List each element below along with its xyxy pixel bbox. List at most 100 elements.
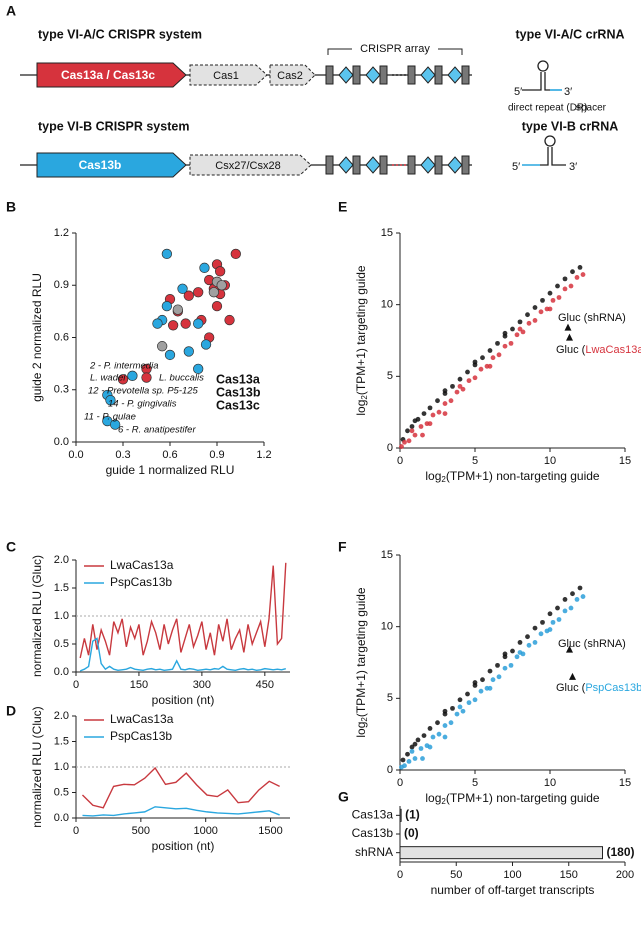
crrna-title: type VI-A/C crRNA — [515, 27, 624, 41]
legend-label: LwaCas13a — [110, 712, 174, 726]
triangle-point — [566, 645, 573, 653]
label-sub: 2 — [441, 475, 446, 484]
y-tick-label: 1.2 — [54, 227, 69, 239]
y-tick-label: 0.9 — [54, 279, 69, 291]
annotation: 14 - P. gingivalis — [108, 399, 177, 410]
y-tick-label: 2.0 — [54, 710, 69, 722]
panel-a: A type VI-A/C CRISPR system Cas13a / Cas… — [6, 3, 625, 178]
point — [230, 248, 241, 260]
point — [540, 297, 545, 303]
point — [490, 677, 496, 683]
y-tick-label: 15 — [381, 227, 393, 239]
x-tick-label: 150 — [560, 869, 578, 881]
point — [420, 432, 425, 438]
crrna-loop — [537, 60, 549, 72]
spacer — [365, 66, 381, 84]
point — [448, 398, 454, 404]
point — [466, 700, 472, 706]
panel-label: D — [6, 703, 16, 719]
point — [487, 363, 493, 369]
point — [406, 438, 412, 444]
point — [427, 744, 433, 750]
legend-label: PspCas13b — [110, 575, 172, 589]
value-label: (1) — [405, 808, 420, 822]
y-tick-label: 1.5 — [54, 582, 69, 594]
point — [117, 374, 129, 385]
array-bracket — [327, 48, 463, 55]
point — [472, 375, 478, 381]
point — [127, 370, 138, 381]
point — [517, 326, 523, 332]
legend-label: PspCas13b — [110, 729, 172, 743]
point — [502, 651, 508, 657]
point — [495, 662, 500, 668]
point — [164, 349, 176, 361]
system-title: type VI-B CRISPR system — [38, 119, 189, 133]
repeat — [434, 155, 443, 175]
point — [517, 640, 523, 645]
x-tick-label: 200 — [616, 869, 634, 881]
end-label: 3′ — [569, 161, 577, 173]
point — [193, 318, 204, 329]
point — [442, 388, 448, 394]
point — [547, 627, 553, 632]
x-tick-label: 1000 — [193, 825, 217, 837]
point — [570, 591, 575, 597]
point — [540, 619, 545, 625]
point — [409, 424, 415, 429]
y-axis-label: log2(TPM+1) targeting guide — [354, 587, 369, 738]
panel-label: A — [6, 3, 16, 19]
point — [412, 756, 418, 761]
point — [412, 418, 418, 424]
point — [152, 318, 163, 329]
x-tick-label: 0 — [397, 869, 403, 881]
point — [502, 330, 508, 336]
spacer — [447, 66, 463, 84]
point — [448, 720, 454, 726]
y-tick-label: 1.5 — [54, 735, 69, 747]
point — [436, 731, 442, 737]
series-line — [79, 637, 286, 672]
y-tick-label: 0.0 — [54, 436, 69, 448]
y-tick-label: 1.0 — [54, 610, 69, 622]
label-part: log — [425, 791, 441, 805]
x-tick-label: 5 — [472, 455, 478, 467]
point — [472, 697, 478, 703]
series-line — [79, 562, 287, 659]
point — [525, 312, 530, 318]
point — [556, 295, 562, 300]
point — [409, 748, 415, 754]
y-tick-label: 0.5 — [54, 638, 69, 650]
spacer — [338, 156, 354, 174]
series-line — [82, 806, 280, 817]
value-label: (0) — [404, 826, 419, 840]
point — [427, 421, 433, 427]
series-line — [81, 766, 280, 809]
point — [580, 272, 586, 277]
annotation: Gluc (PspCas13b) — [556, 682, 641, 694]
legend-label: LwaCas13a — [110, 558, 174, 572]
gene-arrow — [36, 62, 187, 88]
repeat — [461, 155, 470, 175]
point — [547, 306, 553, 312]
repeat — [407, 65, 416, 85]
point — [550, 619, 556, 625]
x-axis-label: log2(TPM+1) non-targeting guide — [425, 791, 600, 806]
point — [532, 625, 538, 631]
point — [460, 386, 466, 392]
x-tick-label: 0 — [397, 777, 403, 789]
point — [224, 314, 235, 326]
gene-label: Cas2 — [277, 70, 303, 82]
point — [532, 318, 538, 323]
legend-label: Cas13c — [216, 398, 260, 412]
point — [514, 332, 520, 338]
point — [487, 668, 493, 674]
y-axis-label: guide 2 normalized RLU — [30, 273, 44, 402]
point — [457, 383, 463, 389]
point — [420, 756, 425, 761]
point — [574, 597, 580, 602]
point — [508, 340, 514, 346]
panel-label: B — [6, 199, 16, 215]
point — [442, 723, 448, 728]
y-tick-label: 1.0 — [54, 761, 69, 773]
